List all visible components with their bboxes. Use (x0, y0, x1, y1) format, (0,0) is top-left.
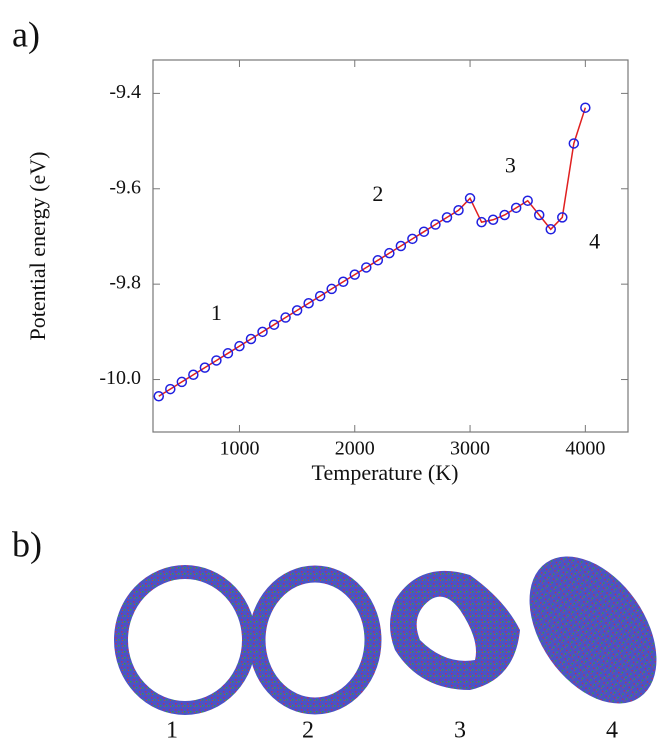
ring-image (390, 570, 520, 690)
data-point (522, 195, 533, 206)
data-point (199, 362, 211, 373)
x-tick-label: 1000 (219, 438, 259, 460)
data-point (487, 214, 499, 226)
data-point (372, 255, 384, 266)
data-line (158, 107, 587, 397)
y-axis-label: Potential energy (eV) (25, 152, 50, 341)
data-point (268, 319, 280, 330)
ring-image (248, 565, 382, 715)
data-point (441, 212, 453, 223)
data-point (245, 333, 257, 345)
data-point (257, 326, 268, 338)
data-point (349, 269, 361, 280)
region-label: 2 (372, 181, 383, 206)
data-point (222, 348, 234, 359)
data-point (303, 297, 314, 309)
data-point (418, 226, 430, 237)
data-point (510, 202, 522, 214)
data-point (545, 224, 557, 235)
data-point (234, 340, 245, 352)
region-label: 1 (211, 300, 222, 325)
snapshot-label: 1 (166, 718, 178, 744)
data-point (314, 290, 326, 302)
ring-image (114, 565, 256, 715)
x-axis-label: Temperature (K) (312, 460, 459, 485)
data-point (533, 209, 545, 221)
y-tick-label: -9.6 (109, 176, 141, 198)
snapshot-label: 2 (302, 718, 314, 744)
plot-frame (152, 59, 629, 433)
data-point (395, 240, 407, 252)
x-tick-label: 3000 (450, 438, 490, 460)
data-point (361, 262, 372, 273)
ring-image (529, 556, 657, 704)
data-point (291, 305, 303, 316)
snapshot-rings (114, 556, 657, 715)
data-point (326, 283, 337, 295)
x-tick-label: 2000 (335, 438, 375, 460)
y-tick-label: -10.0 (99, 367, 141, 389)
data-point (211, 355, 222, 366)
data-point (165, 383, 176, 395)
data-point (568, 138, 580, 149)
data-point (476, 216, 487, 228)
x-tick-label: 4000 (565, 438, 605, 460)
data-point (557, 212, 568, 223)
data-point (153, 390, 165, 402)
region-label: 4 (589, 229, 600, 254)
data-point (337, 276, 349, 288)
panel-label: b) (12, 524, 42, 564)
data-point (430, 219, 441, 230)
y-tick-label: -9.8 (109, 272, 141, 294)
data-point (499, 209, 510, 221)
region-label: 3 (505, 152, 516, 177)
data-point (407, 233, 418, 245)
panel-label: a) (12, 14, 40, 54)
data-point (176, 376, 188, 388)
data-point (188, 369, 199, 381)
snapshot-label: 3 (454, 718, 466, 744)
data-point (280, 312, 291, 323)
snapshot-label: 4 (606, 718, 618, 744)
data-point (453, 204, 464, 216)
data-point (580, 102, 591, 113)
data-point (384, 247, 395, 259)
data-point (464, 193, 476, 204)
y-tick-label: -9.4 (109, 81, 141, 103)
